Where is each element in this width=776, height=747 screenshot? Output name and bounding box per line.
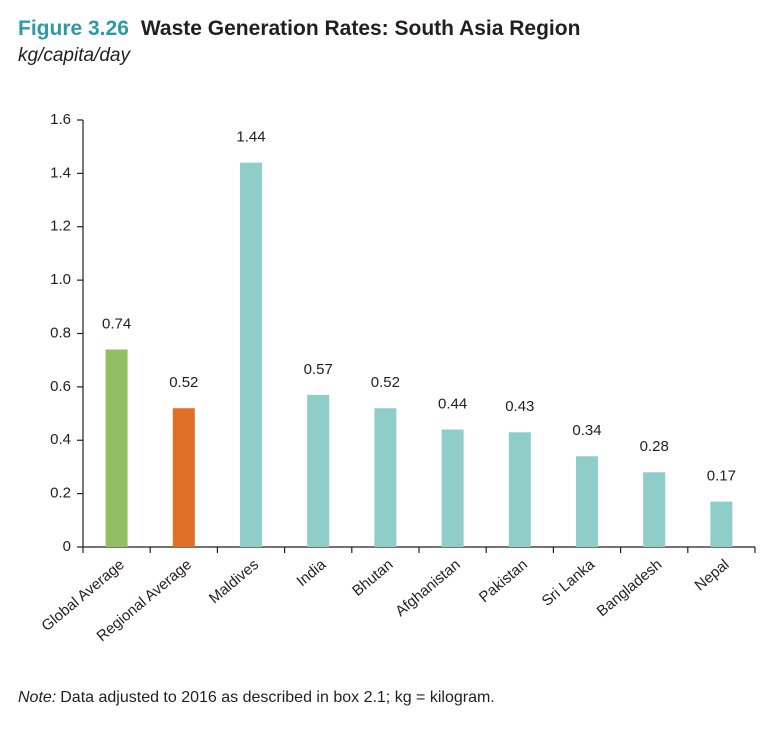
value-label: 0.17 xyxy=(707,468,736,485)
x-tick-label: Sri Lanka xyxy=(539,556,599,610)
y-tick-label: 0.8 xyxy=(50,324,71,341)
bar xyxy=(710,501,733,547)
value-label: 0.74 xyxy=(102,315,131,332)
y-tick-label: 1.0 xyxy=(50,271,71,288)
x-tick-label: Bhutan xyxy=(349,556,396,600)
x-tick-label: Bangladesh xyxy=(594,556,666,620)
value-label: 0.34 xyxy=(572,422,601,439)
bar xyxy=(643,472,666,547)
y-tick-label: 0.4 xyxy=(50,431,71,448)
x-tick-label: Afghanistan xyxy=(392,556,464,620)
title-text: Waste Generation Rates: South Asia Regio… xyxy=(141,17,581,40)
y-tick-label: 1.4 xyxy=(50,164,71,181)
x-tick-label: India xyxy=(293,556,329,590)
bar xyxy=(307,394,330,547)
note-label: Note: xyxy=(18,689,56,706)
bar xyxy=(374,408,397,547)
figure-label: Figure 3.26 xyxy=(18,17,129,40)
chart-subtitle: kg/capita/day xyxy=(18,45,131,66)
chart-title: Figure 3.26 Waste Generation Rates: South… xyxy=(18,17,580,40)
value-label: 0.52 xyxy=(169,374,198,391)
bar xyxy=(105,349,128,547)
x-tick-label: Pakistan xyxy=(476,556,531,606)
value-label: 0.44 xyxy=(438,396,467,413)
note-text: Data adjusted to 2016 as described in bo… xyxy=(60,689,494,706)
y-tick-label: 0.6 xyxy=(50,378,71,395)
x-tick-label: Nepal xyxy=(692,556,733,594)
x-tick-label: Maldives xyxy=(206,556,262,607)
bar xyxy=(240,162,262,547)
value-label: 0.28 xyxy=(640,438,669,455)
value-label: 0.52 xyxy=(371,374,400,391)
y-tick-label: 1.2 xyxy=(50,218,71,235)
bar xyxy=(508,432,531,547)
chart-note: Note: Data adjusted to 2016 as described … xyxy=(18,689,495,706)
value-label: 0.57 xyxy=(304,361,333,378)
y-tick-label: 1.6 xyxy=(50,111,71,128)
bar xyxy=(441,429,464,547)
bar xyxy=(172,408,195,547)
y-tick-label: 0 xyxy=(63,538,71,555)
y-tick-label: 0.2 xyxy=(50,485,71,502)
value-label: 0.43 xyxy=(505,398,534,415)
value-label: 1.44 xyxy=(236,129,265,146)
bar xyxy=(576,456,598,547)
